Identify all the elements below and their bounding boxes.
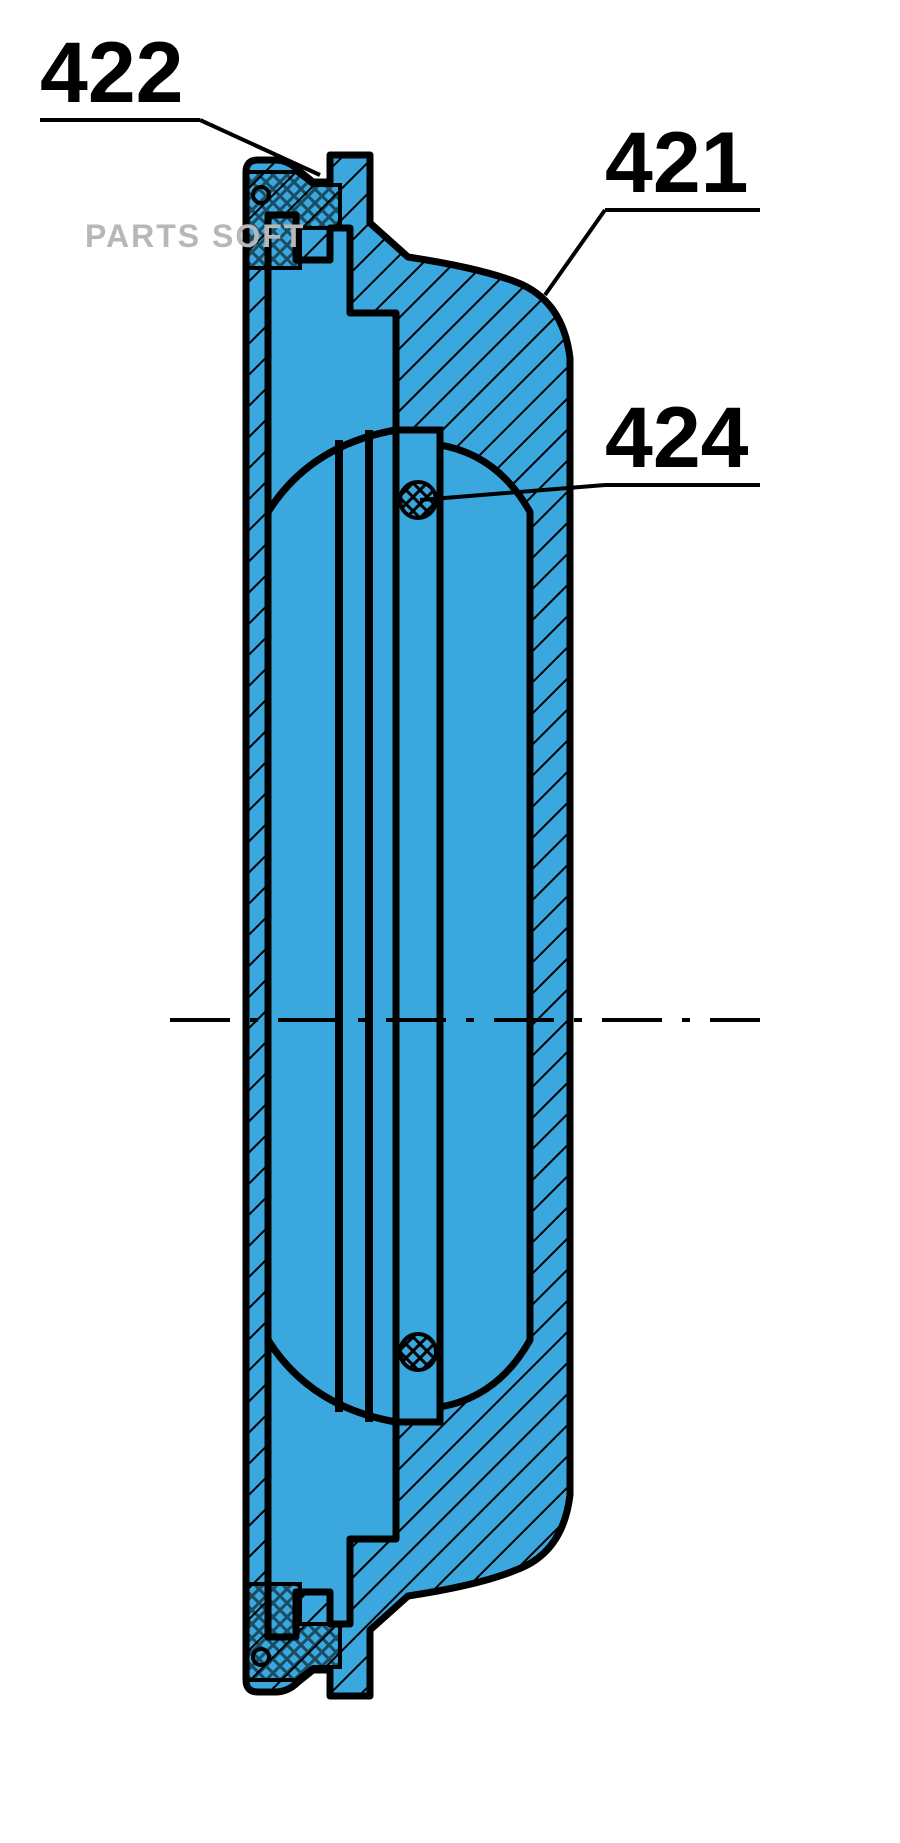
cavity-center	[268, 430, 396, 1422]
diagram-stage: 422 421 424 PARTS SOFT	[0, 0, 900, 1843]
watermark: PARTS SOFT	[85, 218, 305, 255]
callout-421: 421	[605, 120, 749, 206]
callout-422: 422	[40, 30, 184, 116]
callout-424: 424	[605, 395, 749, 481]
cavity-right	[440, 445, 530, 1407]
section-drawing	[0, 0, 900, 1843]
center-slot	[396, 430, 440, 1422]
